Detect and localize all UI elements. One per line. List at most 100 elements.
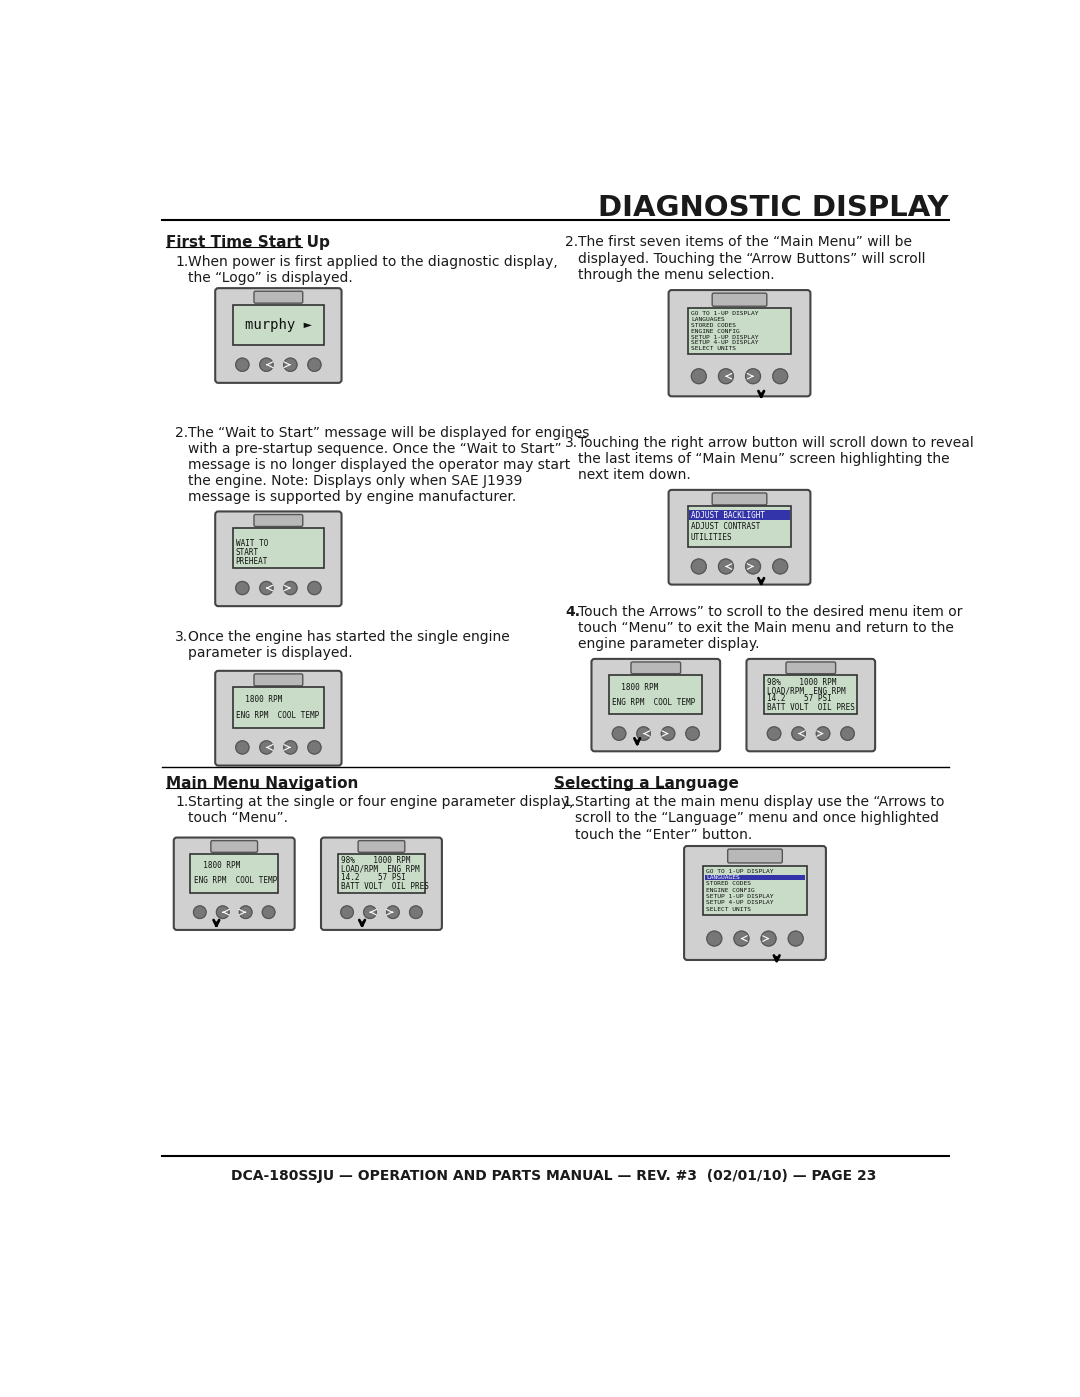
FancyBboxPatch shape bbox=[232, 687, 324, 728]
Circle shape bbox=[718, 369, 733, 384]
Text: 2.: 2. bbox=[175, 426, 188, 440]
Circle shape bbox=[308, 358, 321, 372]
Circle shape bbox=[745, 559, 760, 574]
Text: Touching the right arrow button will scroll down to reveal
the last items of “Ma: Touching the right arrow button will scr… bbox=[578, 436, 973, 482]
Circle shape bbox=[308, 740, 321, 754]
Text: 4.: 4. bbox=[565, 605, 580, 619]
FancyBboxPatch shape bbox=[786, 662, 836, 673]
Text: BATT VOLT  OIL PRES: BATT VOLT OIL PRES bbox=[341, 882, 429, 890]
Text: 98%    1000 RPM: 98% 1000 RPM bbox=[341, 856, 410, 865]
Text: 3.: 3. bbox=[565, 436, 578, 450]
Text: PREHEAT: PREHEAT bbox=[235, 556, 268, 566]
Text: LOAD/RPM  ENG RPM: LOAD/RPM ENG RPM bbox=[767, 686, 846, 696]
Circle shape bbox=[262, 905, 275, 918]
FancyBboxPatch shape bbox=[359, 841, 405, 852]
FancyBboxPatch shape bbox=[215, 511, 341, 606]
Text: First Time Start Up: First Time Start Up bbox=[166, 236, 329, 250]
Circle shape bbox=[772, 369, 787, 384]
FancyBboxPatch shape bbox=[254, 673, 302, 686]
Text: 1800 RPM: 1800 RPM bbox=[235, 696, 282, 704]
Text: Selecting a Language: Selecting a Language bbox=[554, 775, 739, 791]
Circle shape bbox=[734, 932, 748, 946]
Text: 1.: 1. bbox=[175, 254, 189, 268]
Circle shape bbox=[240, 905, 252, 918]
Text: 1.: 1. bbox=[563, 795, 576, 809]
FancyBboxPatch shape bbox=[728, 849, 782, 863]
Text: SETUP 4-UP DISPLAY: SETUP 4-UP DISPLAY bbox=[706, 900, 774, 905]
Circle shape bbox=[788, 932, 804, 946]
Text: SELECT UNITS: SELECT UNITS bbox=[691, 346, 735, 351]
FancyBboxPatch shape bbox=[254, 291, 302, 303]
FancyBboxPatch shape bbox=[215, 288, 341, 383]
Circle shape bbox=[761, 932, 777, 946]
FancyBboxPatch shape bbox=[669, 490, 810, 584]
Circle shape bbox=[718, 559, 733, 574]
Text: The “Wait to Start” message will be displayed for engines
with a pre-startup seq: The “Wait to Start” message will be disp… bbox=[188, 426, 589, 504]
Text: Once the engine has started the single engine
parameter is displayed.: Once the engine has started the single e… bbox=[188, 630, 510, 659]
Text: 14.2    57 PSI: 14.2 57 PSI bbox=[341, 873, 405, 882]
FancyBboxPatch shape bbox=[712, 293, 767, 306]
Circle shape bbox=[691, 369, 706, 384]
Circle shape bbox=[409, 905, 422, 918]
Circle shape bbox=[235, 358, 249, 372]
Text: ENG RPM  COOL TEMP: ENG RPM COOL TEMP bbox=[612, 698, 696, 707]
FancyBboxPatch shape bbox=[705, 875, 805, 880]
Text: 3.: 3. bbox=[175, 630, 188, 644]
FancyBboxPatch shape bbox=[765, 675, 858, 714]
Circle shape bbox=[260, 740, 273, 754]
Text: LOAD/RPM  ENG RPM: LOAD/RPM ENG RPM bbox=[341, 865, 419, 873]
Text: ENG RPM  COOL TEMP: ENG RPM COOL TEMP bbox=[235, 711, 319, 719]
Text: DCA-180SSJU — OPERATION AND PARTS MANUAL — REV. #3  (02/01/10) — PAGE 23: DCA-180SSJU — OPERATION AND PARTS MANUAL… bbox=[231, 1169, 876, 1183]
Circle shape bbox=[260, 358, 273, 372]
Circle shape bbox=[767, 726, 781, 740]
Circle shape bbox=[284, 581, 297, 595]
Text: ENGINE CONFIG: ENGINE CONFIG bbox=[691, 328, 740, 334]
Circle shape bbox=[284, 358, 297, 372]
Text: LANGUAGES: LANGUAGES bbox=[706, 875, 740, 880]
Text: STORED CODES: STORED CODES bbox=[706, 882, 752, 886]
Circle shape bbox=[235, 740, 249, 754]
Circle shape bbox=[792, 726, 806, 740]
FancyBboxPatch shape bbox=[689, 510, 789, 521]
FancyBboxPatch shape bbox=[232, 528, 324, 569]
FancyBboxPatch shape bbox=[254, 514, 302, 527]
Text: LANGUAGES: LANGUAGES bbox=[691, 317, 725, 321]
Text: 98%    1000 RPM: 98% 1000 RPM bbox=[767, 678, 837, 686]
FancyBboxPatch shape bbox=[669, 291, 810, 397]
Circle shape bbox=[260, 581, 273, 595]
FancyBboxPatch shape bbox=[712, 493, 767, 504]
FancyBboxPatch shape bbox=[609, 675, 702, 714]
Text: GO TO 1-UP DISPLAY: GO TO 1-UP DISPLAY bbox=[706, 869, 774, 873]
Circle shape bbox=[308, 581, 321, 595]
FancyBboxPatch shape bbox=[232, 305, 324, 345]
Text: SETUP 4-UP DISPLAY: SETUP 4-UP DISPLAY bbox=[691, 341, 758, 345]
Text: The first seven items of the “Main Menu” will be
displayed. Touching the “Arrow : The first seven items of the “Main Menu”… bbox=[578, 236, 926, 282]
Text: BATT VOLT  OIL PRES: BATT VOLT OIL PRES bbox=[767, 703, 855, 712]
Text: SETUP 1-UP DISPLAY: SETUP 1-UP DISPLAY bbox=[691, 334, 758, 339]
FancyBboxPatch shape bbox=[631, 662, 680, 673]
FancyBboxPatch shape bbox=[215, 671, 341, 766]
Circle shape bbox=[637, 726, 650, 740]
Circle shape bbox=[235, 581, 249, 595]
Text: ENG RPM  COOL TEMP: ENG RPM COOL TEMP bbox=[193, 876, 276, 886]
Circle shape bbox=[193, 905, 206, 918]
Text: ADJUST BACKLIGHT: ADJUST BACKLIGHT bbox=[691, 511, 765, 520]
Text: 1800 RPM: 1800 RPM bbox=[612, 683, 659, 692]
Text: UTILITIES: UTILITIES bbox=[691, 534, 732, 542]
FancyBboxPatch shape bbox=[688, 506, 792, 546]
Circle shape bbox=[612, 726, 625, 740]
Circle shape bbox=[706, 932, 721, 946]
FancyBboxPatch shape bbox=[190, 854, 278, 893]
Text: ENGINE CONFIG: ENGINE CONFIG bbox=[706, 887, 755, 893]
Circle shape bbox=[340, 905, 353, 918]
Text: SETUP 1-UP DISPLAY: SETUP 1-UP DISPLAY bbox=[706, 894, 774, 898]
FancyBboxPatch shape bbox=[703, 866, 807, 915]
FancyBboxPatch shape bbox=[688, 309, 792, 353]
FancyBboxPatch shape bbox=[684, 847, 826, 960]
FancyBboxPatch shape bbox=[211, 841, 257, 852]
Text: Starting at the single or four engine parameter display,
touch “Menu”.: Starting at the single or four engine pa… bbox=[188, 795, 573, 826]
Text: GO TO 1-UP DISPLAY: GO TO 1-UP DISPLAY bbox=[691, 312, 758, 316]
FancyBboxPatch shape bbox=[746, 659, 875, 752]
FancyBboxPatch shape bbox=[321, 838, 442, 930]
Text: Starting at the main menu display use the “Arrows to
scroll to the “Language” me: Starting at the main menu display use th… bbox=[576, 795, 945, 841]
